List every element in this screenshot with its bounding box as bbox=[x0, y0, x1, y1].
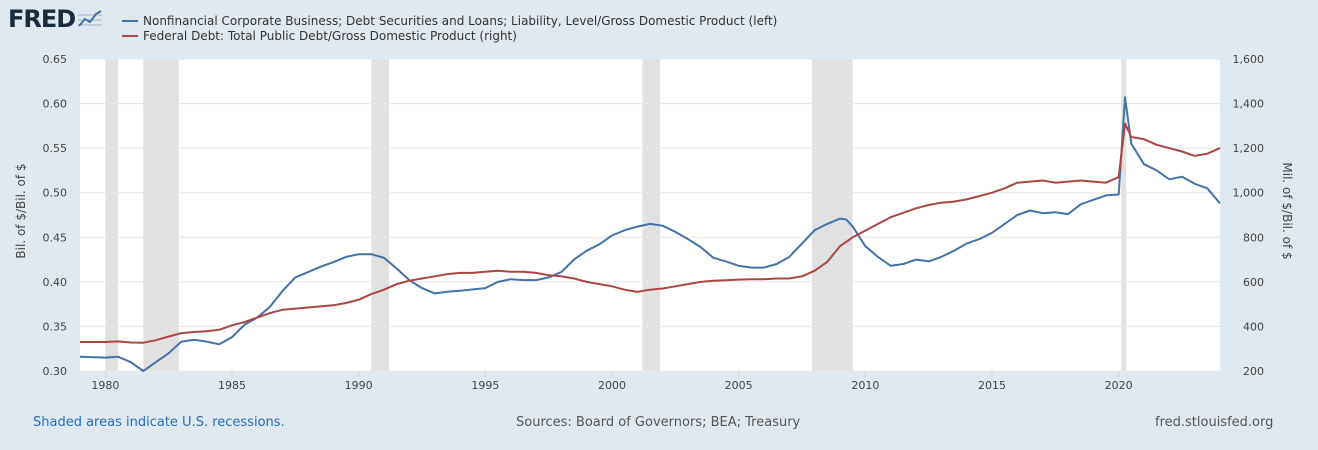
x-tick-label: 2010 bbox=[851, 379, 879, 392]
series-line-1 bbox=[80, 122, 1221, 344]
right-tick-label: 1,400 bbox=[1233, 98, 1265, 111]
left-axis-title: Bil. of $/Bil. of $ bbox=[14, 163, 28, 258]
left-tick-label: 0.30 bbox=[43, 365, 68, 378]
right-tick-label: 1,000 bbox=[1233, 187, 1265, 200]
x-tick-label: 2000 bbox=[598, 379, 626, 392]
x-tick-label: 2015 bbox=[978, 379, 1006, 392]
x-tick-label: 1985 bbox=[218, 379, 246, 392]
recession-band-2 bbox=[371, 59, 390, 371]
x-tick-label: 1990 bbox=[345, 379, 373, 392]
recession-band-4 bbox=[812, 59, 853, 371]
left-tick-label: 0.55 bbox=[43, 142, 68, 155]
logo-text: FRED bbox=[8, 5, 76, 33]
series-lines bbox=[79, 96, 1221, 372]
recession-band-0 bbox=[105, 59, 118, 371]
right-tick-label: 800 bbox=[1243, 231, 1264, 244]
gridlines bbox=[80, 58, 1220, 372]
x-tick-label: 2005 bbox=[725, 379, 753, 392]
right-tick-label: 400 bbox=[1243, 320, 1264, 333]
chart-header: FRED Nonfinancial Corporate Business; De… bbox=[0, 0, 1318, 50]
recession-band-1 bbox=[143, 59, 179, 371]
recession-band-5 bbox=[1121, 59, 1127, 371]
series-line-0 bbox=[79, 96, 1221, 372]
legend-item-series-0[interactable]: Nonfinancial Corporate Business; Debt Se… bbox=[122, 14, 777, 28]
right-axis: 200 400 600 800 1,000 1,200 1,400 1,600 bbox=[1233, 53, 1265, 378]
legend-item-series-1[interactable]: Federal Debt: Total Public Debt/Gross Do… bbox=[122, 29, 517, 43]
right-axis-title: Mil. of $/Bil. of $ bbox=[1280, 162, 1294, 259]
left-tick-label: 0.35 bbox=[43, 320, 68, 333]
legend-label-series-0: Nonfinancial Corporate Business; Debt Se… bbox=[143, 14, 778, 28]
right-tick-label: 1,600 bbox=[1233, 53, 1265, 66]
recession-note[interactable]: Shaded areas indicate U.S. recessions. bbox=[33, 415, 285, 430]
site-link[interactable]: fred.stlouisfed.org bbox=[1155, 415, 1274, 430]
left-tick-label: 0.60 bbox=[43, 98, 68, 111]
recession-bands bbox=[105, 59, 1127, 371]
legend-swatch-red bbox=[122, 35, 138, 37]
x-tick-label: 2020 bbox=[1105, 379, 1133, 392]
right-tick-label: 1,200 bbox=[1233, 142, 1265, 155]
line-chart: 0.30 0.35 0.40 0.45 0.50 0.55 0.60 0.65 200 400 6… bbox=[14, 53, 1294, 392]
fred-logo[interactable]: FRED bbox=[8, 5, 103, 33]
left-tick-label: 0.65 bbox=[43, 53, 68, 66]
x-axis: 1980 1985 1990 1995 2000 2005 2010 2015 2020 bbox=[91, 371, 1133, 392]
x-tick-label: 1995 bbox=[471, 379, 499, 392]
right-tick-label: 600 bbox=[1243, 276, 1264, 289]
sources-text: Sources: Board of Governors; BEA; Treasu… bbox=[516, 415, 801, 430]
left-tick-label: 0.40 bbox=[43, 276, 68, 289]
left-axis: 0.30 0.35 0.40 0.45 0.50 0.55 0.60 0.65 bbox=[43, 53, 68, 378]
left-tick-label: 0.45 bbox=[43, 231, 68, 244]
x-tick-label: 1980 bbox=[91, 379, 119, 392]
legend-label-series-1: Federal Debt: Total Public Debt/Gross Do… bbox=[143, 29, 517, 43]
right-tick-label: 200 bbox=[1243, 365, 1264, 378]
chart-line-icon bbox=[78, 9, 103, 29]
left-tick-label: 0.50 bbox=[43, 187, 68, 200]
legend-swatch-blue bbox=[122, 20, 138, 22]
recession-band-3 bbox=[642, 59, 661, 371]
